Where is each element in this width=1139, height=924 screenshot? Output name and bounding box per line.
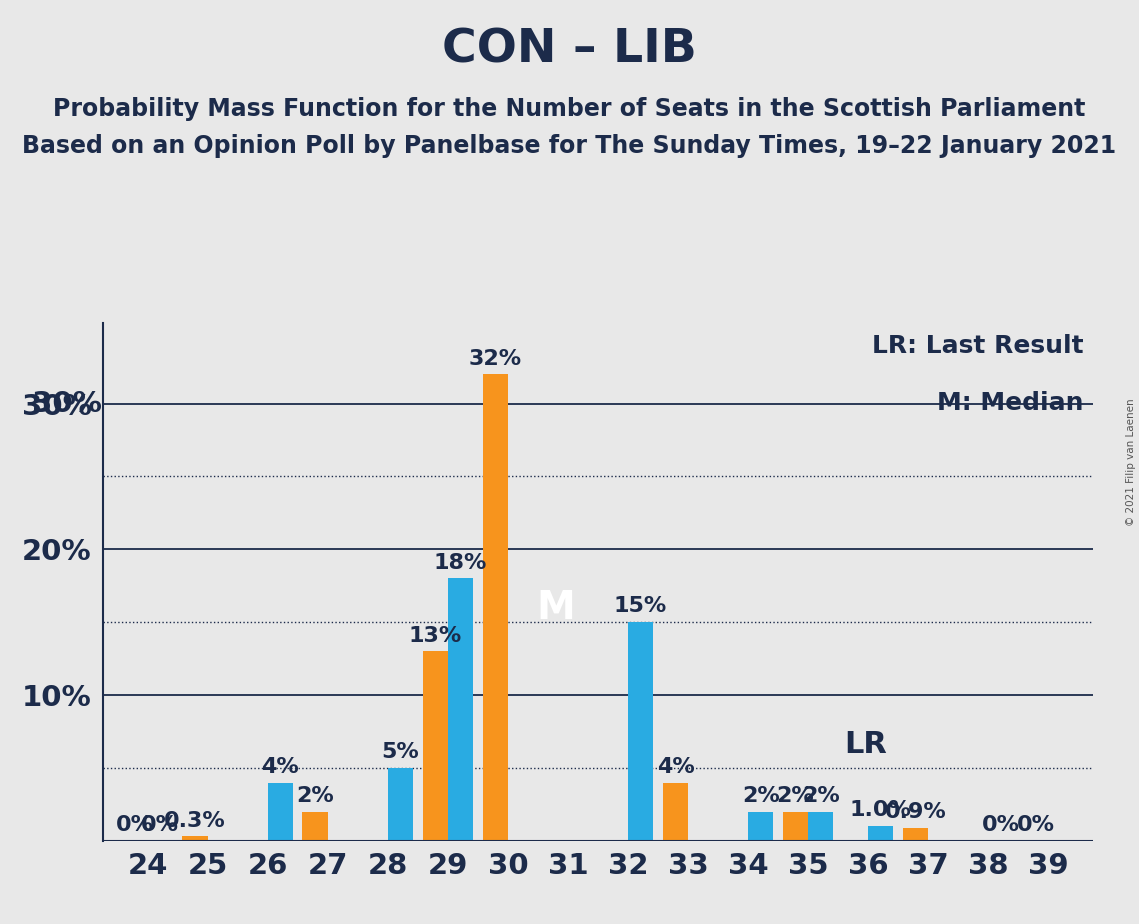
Text: M: M	[536, 589, 575, 626]
Bar	[903, 828, 928, 841]
Text: 2%: 2%	[296, 785, 334, 806]
Text: Probability Mass Function for the Number of Seats in the Scottish Parliament: Probability Mass Function for the Number…	[54, 97, 1085, 121]
Text: 15%: 15%	[614, 596, 667, 616]
Text: LR: LR	[844, 730, 886, 760]
Text: 0%: 0%	[982, 815, 1019, 835]
Text: 32%: 32%	[469, 348, 522, 369]
Bar	[423, 651, 448, 841]
Bar	[303, 811, 328, 841]
Text: 2%: 2%	[741, 785, 779, 806]
Text: 0.9%: 0.9%	[885, 802, 947, 821]
Bar	[448, 578, 473, 841]
Bar	[809, 811, 834, 841]
Bar	[628, 622, 654, 841]
Bar	[182, 836, 207, 841]
Text: 30%: 30%	[32, 390, 101, 418]
Text: M: Median: M: Median	[937, 391, 1083, 415]
Text: LR: Last Result: LR: Last Result	[872, 334, 1083, 358]
Text: 5%: 5%	[382, 742, 419, 762]
Bar	[782, 811, 809, 841]
Text: 1.0%: 1.0%	[850, 800, 912, 821]
Bar	[387, 768, 413, 841]
Text: 0%: 0%	[1017, 815, 1055, 835]
Text: 4%: 4%	[262, 757, 300, 777]
Text: Based on an Opinion Poll by Panelbase for The Sunday Times, 19–22 January 2021: Based on an Opinion Poll by Panelbase fo…	[23, 134, 1116, 158]
Text: CON – LIB: CON – LIB	[442, 28, 697, 73]
Text: 0%: 0%	[116, 815, 154, 835]
Bar	[868, 826, 893, 841]
Text: 13%: 13%	[409, 626, 461, 646]
Bar	[663, 783, 688, 841]
Bar	[748, 811, 773, 841]
Text: 2%: 2%	[777, 785, 814, 806]
Text: 0.3%: 0.3%	[164, 810, 226, 831]
Text: 4%: 4%	[656, 757, 695, 777]
Text: 18%: 18%	[434, 553, 487, 573]
Text: © 2021 Filip van Laenen: © 2021 Filip van Laenen	[1126, 398, 1136, 526]
Text: 2%: 2%	[802, 785, 839, 806]
Text: 0%: 0%	[141, 815, 179, 835]
Bar	[268, 783, 293, 841]
Bar	[483, 374, 508, 841]
